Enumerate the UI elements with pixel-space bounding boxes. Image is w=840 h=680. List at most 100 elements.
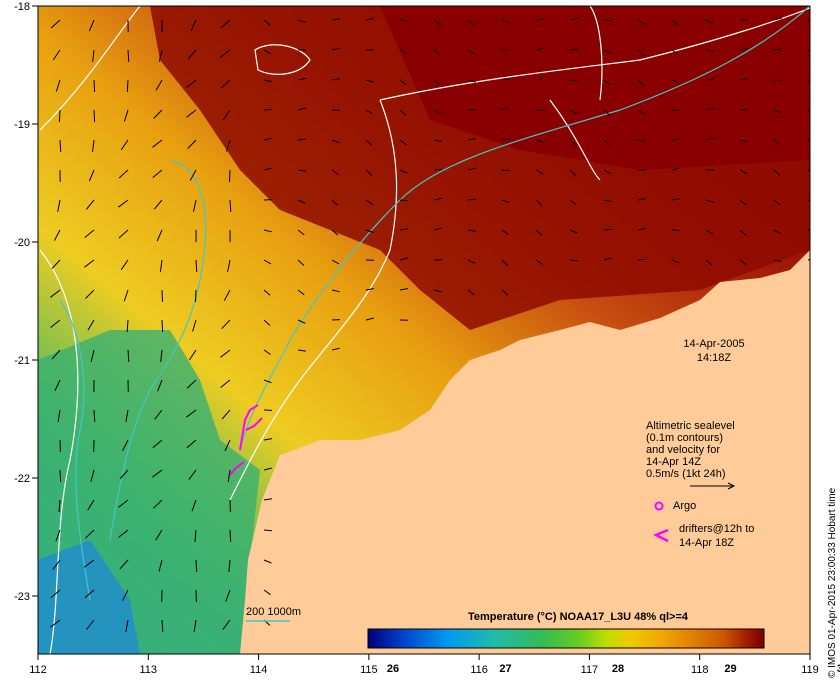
velocity-arrow <box>773 169 781 176</box>
velocity-arrow <box>158 559 163 572</box>
velocity-arrow <box>118 199 129 208</box>
velocity-arrow <box>331 78 340 81</box>
velocity-arrow <box>263 289 271 296</box>
velocity-arrow <box>365 139 373 146</box>
colorbar-tick-label: 29 <box>724 663 736 675</box>
velocity-arrow <box>297 169 306 172</box>
velocity-arrow <box>50 589 61 599</box>
velocity-arrow <box>331 289 340 293</box>
velocity-arrow <box>161 319 164 333</box>
velocity-arrow <box>569 139 577 146</box>
velocity-arrow <box>223 289 231 301</box>
drifter-label-2: 14-Apr 18Z <box>679 537 734 549</box>
velocity-arrow <box>297 289 305 296</box>
lon-tick-label: 114 <box>250 664 268 676</box>
velocity-arrow <box>671 79 680 84</box>
velocity-arrow <box>501 259 509 266</box>
peninsula <box>280 460 300 540</box>
velocity-arrow <box>119 469 129 480</box>
velocity-arrow <box>52 559 61 570</box>
velocity-arrow <box>152 439 163 449</box>
velocity-arrow <box>569 109 578 115</box>
velocity-arrow <box>603 228 613 231</box>
velocity-arrow <box>153 499 163 509</box>
lat-tick-label: -23 <box>14 591 30 603</box>
velocity-arrow <box>86 619 95 630</box>
velocity-arrow <box>93 109 96 123</box>
velocity-arrow <box>297 107 306 111</box>
velocity-arrow <box>229 199 232 213</box>
velocity-arrow <box>50 289 61 298</box>
velocity-arrow <box>773 139 781 146</box>
velocity-arrow <box>228 559 231 573</box>
velocity-arrow <box>433 49 441 56</box>
lon-tick-label: 113 <box>140 664 158 676</box>
velocity-arrow <box>501 19 510 24</box>
velocity-arrow <box>90 469 95 482</box>
velocity-arrow <box>331 229 339 236</box>
lon-tick-label: 118 <box>691 664 709 676</box>
velocity-arrow <box>195 289 197 303</box>
drifter-label-1: drifters@12h to <box>679 523 754 535</box>
velocity-arrow <box>88 19 95 32</box>
velocity-arrow <box>263 108 273 111</box>
velocity-arrow <box>705 107 714 111</box>
velocity-arrow <box>773 229 782 235</box>
velocity-arrow <box>501 138 510 141</box>
velocity-arrow <box>637 227 646 231</box>
velocity-arrow <box>331 259 340 265</box>
scale-arrow-head <box>727 482 736 490</box>
velocity-arrow <box>226 139 231 152</box>
depth-legend: 200 1000m <box>246 606 301 618</box>
velocity-arrow <box>501 49 511 52</box>
velocity-arrow <box>399 49 408 55</box>
velocity-arrow <box>157 379 163 392</box>
velocity-arrow <box>221 319 231 330</box>
velocity-arrow <box>433 227 442 231</box>
velocity-arrow <box>126 319 129 333</box>
velocity-arrow <box>671 49 679 56</box>
velocity-arrow <box>501 169 511 171</box>
velocity-arrow <box>159 259 163 272</box>
velocity-arrow <box>535 169 544 175</box>
velocity-arrow <box>807 259 810 261</box>
velocity-arrow <box>467 167 476 171</box>
credit-text: © IMOS 01-Apr-2015 23:00:33 Hobart time <box>827 487 838 678</box>
velocity-arrow <box>186 79 197 88</box>
velocity-arrow <box>739 169 748 175</box>
velocity-arrow <box>807 169 810 172</box>
velocity-arrow <box>569 17 578 21</box>
velocity-arrow <box>603 49 612 54</box>
drifter-tracks <box>229 404 263 476</box>
velocity-arrow <box>122 589 129 601</box>
velocity-arrow <box>705 49 714 52</box>
velocity-arrow <box>807 49 810 52</box>
velocity-arrow <box>467 137 476 141</box>
velocity-arrow <box>569 199 577 206</box>
velocity-arrow <box>603 19 613 22</box>
velocity-arrow <box>365 79 374 83</box>
velocity-arrow <box>86 199 95 210</box>
argo-marker <box>654 501 664 511</box>
velocity-arrow <box>192 319 197 332</box>
velocity-arrow <box>399 228 408 231</box>
velocity-arrow <box>671 167 680 171</box>
velocity-arrow <box>125 619 129 632</box>
velocity-arrow <box>220 19 231 29</box>
velocity-arrow <box>365 109 374 115</box>
lon-tick-label: 112 <box>29 664 47 676</box>
velocity-arrow <box>603 79 611 86</box>
bathymetry-contours <box>59 6 810 601</box>
velocity-arrow <box>399 19 408 22</box>
velocity-arrow <box>55 79 61 92</box>
plot-frame <box>37 5 811 655</box>
time-label: 14:18Z <box>697 352 732 364</box>
velocity-arrow <box>125 409 129 422</box>
velocity-arrow <box>186 409 197 418</box>
velocity-arrow <box>331 139 340 144</box>
colorbar-tick-label: 30 <box>837 663 840 675</box>
velocity-arrow <box>186 379 197 389</box>
velocity-arrow <box>297 349 306 352</box>
velocity-arrow <box>187 139 197 149</box>
velocity-arrow <box>399 139 407 146</box>
